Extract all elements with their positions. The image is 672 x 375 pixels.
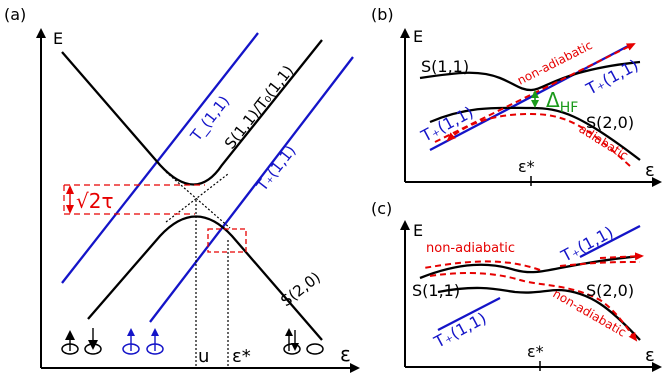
- spin-down-orbital-icon: [84, 328, 102, 355]
- panel-c-tag: (c): [371, 199, 392, 218]
- panel-b-tick-label: ε*: [518, 157, 535, 176]
- crossing-zoom-box: [207, 228, 247, 253]
- b-upper-curve: [419, 60, 641, 92]
- gap-label: √2τ: [76, 189, 114, 213]
- diabatic-dotted-2: [165, 173, 229, 223]
- spin-up-orbital-icon: [61, 330, 79, 355]
- c-lower-curve: [437, 286, 641, 341]
- t-minus-line: [61, 32, 259, 284]
- b-t-plus-left-label: T₊(1,1): [417, 102, 476, 146]
- double-occupied-orbital-icon: [283, 328, 301, 355]
- b-t-plus-right-label: T₊(1,1): [582, 55, 641, 99]
- panel-b-x-label: ε: [645, 160, 655, 181]
- c-upper-curve: [419, 254, 641, 280]
- c-non-adiabatic-top-label: non-adiabatic: [426, 241, 515, 256]
- u-tick-label: u: [198, 346, 209, 367]
- panel-b-tag: (b): [371, 5, 394, 24]
- t-plus-label: T₊(1,1): [252, 142, 299, 195]
- lower-branch-curve: [87, 215, 323, 341]
- c-t-plus-left-label: T₊(1,1): [430, 308, 489, 352]
- panel-c-tick-label: ε*: [527, 342, 544, 361]
- b-s11-label: S(1,1): [421, 57, 469, 76]
- b-lower-curve: [429, 106, 641, 161]
- c-t-plus-left-line: [437, 296, 501, 332]
- b-s20-label: S(2,0): [586, 113, 634, 132]
- panel-b-y-label: E: [413, 27, 423, 46]
- spin-up-orbital-blue-icon: [122, 328, 140, 355]
- empty-orbital-icon: [306, 343, 324, 355]
- delta-hf-label: ΔHF: [546, 88, 578, 116]
- s-t0-label: S(1,1)/T₀(1,1): [221, 62, 297, 153]
- panel-c-y-label: E: [413, 221, 423, 240]
- epsilon-star-tick-label: ε*: [232, 346, 251, 367]
- b-non-adiabatic-label: non-adiabatic: [515, 38, 595, 88]
- panel-a-y-label: E: [53, 29, 63, 48]
- c-s20-label: S(2,0): [586, 281, 634, 300]
- upper-branch-curve: [61, 39, 323, 186]
- spin-up-orbital-blue-icon: [146, 328, 164, 355]
- c-top-dashed: [423, 260, 641, 271]
- panel-a: (a) E ε √2τ u ε* T_(1,1) S(1,1)/T₀(1,1): [4, 5, 360, 373]
- panel-a-tag: (a): [4, 5, 26, 24]
- c-top-arrow: [599, 252, 644, 261]
- panel-c-x-label: ε: [645, 345, 655, 366]
- panel-b: (b) E ε ε* ΔHF S(1,1) S(2,0) T₊(1,1) T₊(…: [371, 5, 662, 187]
- s20-label: S(2,0): [277, 268, 324, 310]
- c-t-plus-right-line: [579, 224, 641, 259]
- t-plus-line: [149, 56, 354, 323]
- c-s11-label: S(1,1): [412, 281, 460, 300]
- panel-c: (c) E ε ε* S(1,1) S(2,0) T₊(1,1) T₊(1,1)…: [371, 199, 662, 372]
- panel-a-x-label: ε: [340, 342, 351, 366]
- c-bottom-arrow: [429, 272, 638, 342]
- b-adiabatic-arrow: [446, 112, 631, 167]
